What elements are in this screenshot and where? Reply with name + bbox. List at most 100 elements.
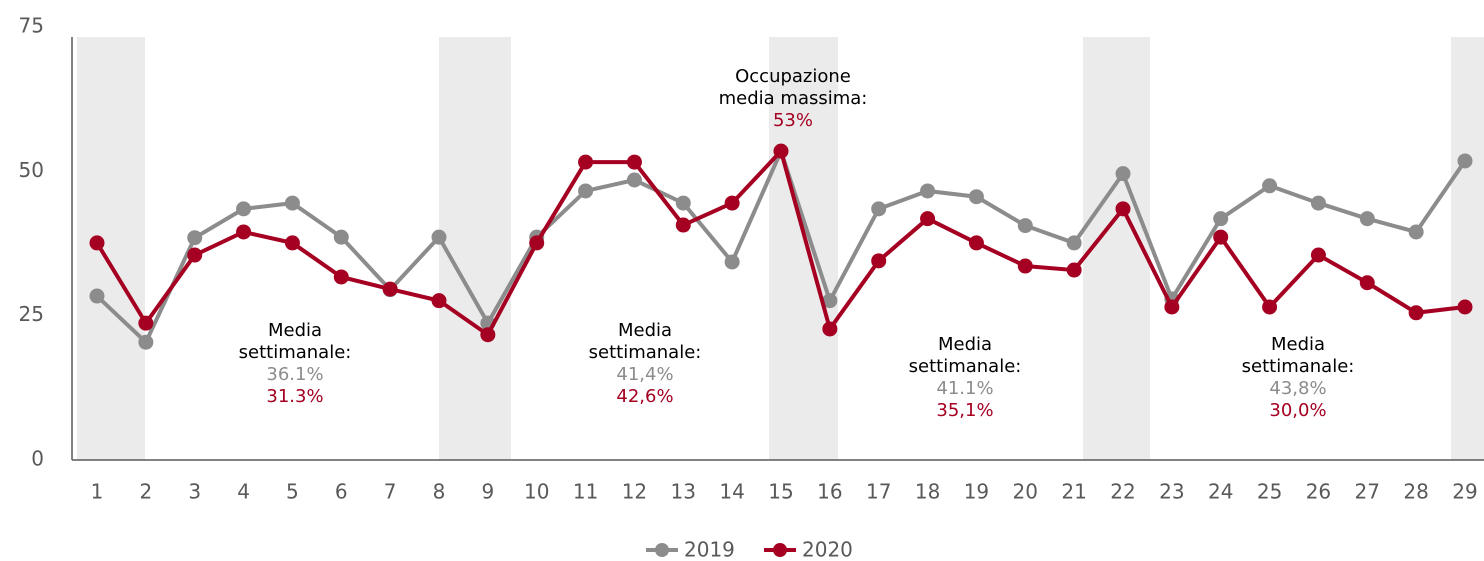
weekend-band (77, 37, 145, 460)
data-point (1213, 211, 1229, 227)
x-tick-label: 7 (384, 480, 397, 504)
x-tick-label: 16 (817, 480, 842, 504)
data-point (333, 229, 349, 245)
x-tick-label: 11 (573, 480, 598, 504)
data-point (1359, 275, 1375, 291)
data-point (1066, 262, 1082, 278)
data-point (626, 154, 642, 170)
legend-marker (773, 543, 787, 557)
data-point (773, 143, 789, 159)
data-point (1262, 178, 1278, 194)
x-tick-label: 19 (964, 480, 989, 504)
legend-marker (655, 543, 669, 557)
data-point (675, 217, 691, 233)
data-point (236, 201, 252, 217)
x-tick-label: 18 (915, 480, 940, 504)
y-tick-label: 75 (19, 14, 44, 38)
data-point (431, 293, 447, 309)
annotation-text: Media (618, 320, 672, 341)
annotation-text: Media (1271, 334, 1325, 355)
legend-label: 2020 (802, 538, 853, 561)
annotation-value: 35,1% (936, 400, 993, 421)
annotation-text: settimanale: (1242, 356, 1355, 377)
data-point (431, 229, 447, 245)
data-point (871, 253, 887, 269)
annotation-text: Occupazione (735, 66, 851, 87)
legend-label: 2019 (684, 538, 735, 561)
annotation-value: 41.1% (936, 378, 993, 399)
data-point (675, 195, 691, 211)
data-point (1310, 195, 1326, 211)
x-tick-label: 2 (139, 480, 152, 504)
x-tick-label: 6 (335, 480, 348, 504)
x-tick-label: 17 (866, 480, 891, 504)
data-point (138, 315, 154, 331)
x-tick-label: 21 (1061, 480, 1086, 504)
x-tick-label: 9 (481, 480, 494, 504)
data-point (1457, 299, 1473, 315)
weekend-band (769, 37, 838, 460)
x-tick-label: 10 (524, 480, 549, 504)
data-point (920, 211, 936, 227)
x-tick-label: 22 (1110, 480, 1135, 504)
x-tick-label: 12 (622, 480, 647, 504)
data-point (89, 288, 105, 304)
data-point (1408, 224, 1424, 240)
data-point (1164, 299, 1180, 315)
data-point (920, 183, 936, 199)
annotation-text: settimanale: (909, 356, 1022, 377)
data-point (480, 327, 496, 343)
x-tick-label: 20 (1013, 480, 1038, 504)
x-tick-label: 24 (1208, 480, 1233, 504)
data-point (822, 321, 838, 337)
data-point (1359, 211, 1375, 227)
data-point (578, 154, 594, 170)
data-point (333, 269, 349, 285)
x-tick-label: 5 (286, 480, 299, 504)
annotation-text: Media (938, 334, 992, 355)
data-point (382, 281, 398, 297)
x-tick-label: 13 (671, 480, 696, 504)
data-point (1017, 258, 1033, 274)
annotation-text: Media (268, 320, 322, 341)
data-point (187, 247, 203, 263)
weekend-band (439, 37, 511, 460)
annotation-value: 36.1% (266, 364, 323, 385)
x-tick-label: 28 (1403, 480, 1428, 504)
data-point (187, 230, 203, 246)
data-point (138, 334, 154, 350)
x-tick-label: 1 (91, 480, 104, 504)
annotation-value: 53% (773, 110, 813, 131)
annotation-text: settimanale: (589, 342, 702, 363)
y-tick-label: 50 (19, 158, 44, 182)
data-point (284, 235, 300, 251)
x-tick-label: 25 (1257, 480, 1282, 504)
data-point (89, 235, 105, 251)
data-point (1017, 218, 1033, 234)
x-tick-label: 14 (719, 480, 744, 504)
data-point (968, 189, 984, 205)
annotation-value: 42,6% (616, 386, 673, 407)
x-tick-label: 3 (188, 480, 201, 504)
data-point (1115, 201, 1131, 217)
weekend-band (1451, 37, 1484, 460)
data-point (529, 235, 545, 251)
y-tick-label: 0 (31, 447, 44, 471)
data-point (1066, 235, 1082, 251)
data-point (1408, 305, 1424, 321)
annotation-text: media massima: (719, 88, 868, 109)
legend: 2019 2020 (646, 538, 853, 561)
data-point (968, 235, 984, 251)
weekend-bands (77, 37, 1484, 460)
x-tick-label: 8 (433, 480, 446, 504)
data-point (1213, 229, 1229, 245)
data-point (1310, 247, 1326, 263)
data-point (724, 195, 740, 211)
annotation-value: 43,8% (1269, 378, 1326, 399)
data-point (236, 224, 252, 240)
x-tick-label: 15 (768, 480, 793, 504)
data-point (871, 201, 887, 217)
y-tick-label: 25 (19, 302, 44, 326)
weekend-band (1083, 37, 1150, 460)
